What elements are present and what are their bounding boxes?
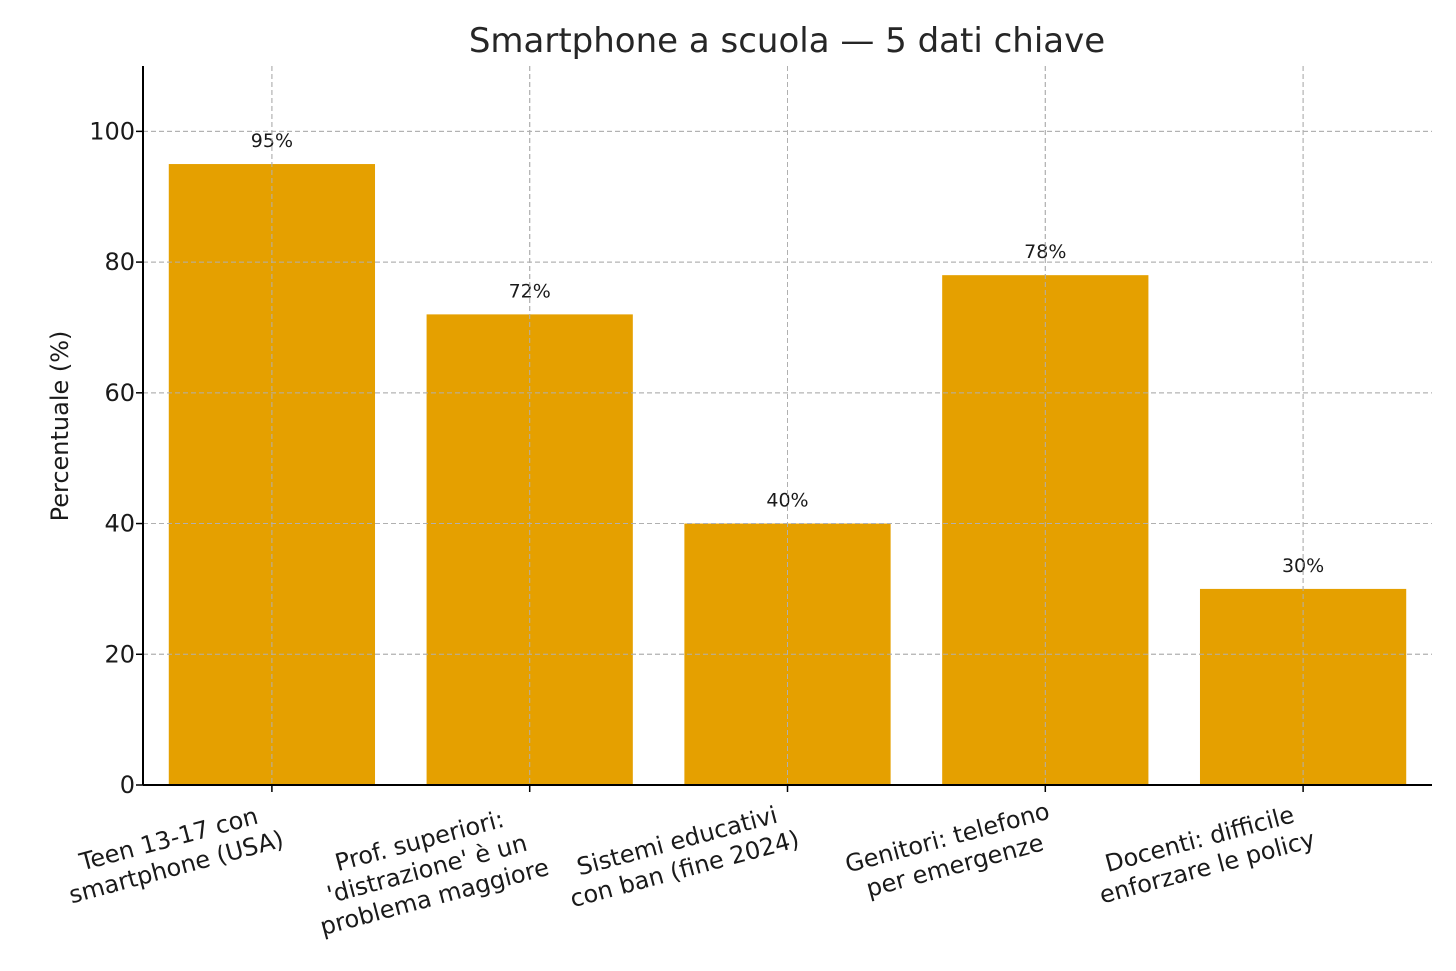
y-tick-label: 20 (104, 640, 135, 668)
y-tick-label: 60 (104, 379, 135, 407)
chart-title: Smartphone a scuola — 5 dati chiave (469, 21, 1105, 61)
y-tick-label: 0 (120, 771, 135, 799)
y-tick-label: 40 (104, 510, 135, 538)
data-labels-layer: 95%72%40%78%30% (143, 66, 1432, 785)
x-tick-label: Prof. superiori:'distrazione' è unproble… (317, 805, 552, 941)
y-axis-label: Percentuale (%) (46, 331, 74, 522)
y-tick-label: 100 (89, 117, 135, 145)
y-ticks-layer: 0 20 40 60 80 100 (89, 117, 143, 799)
y-tick-label: 80 (104, 248, 135, 276)
